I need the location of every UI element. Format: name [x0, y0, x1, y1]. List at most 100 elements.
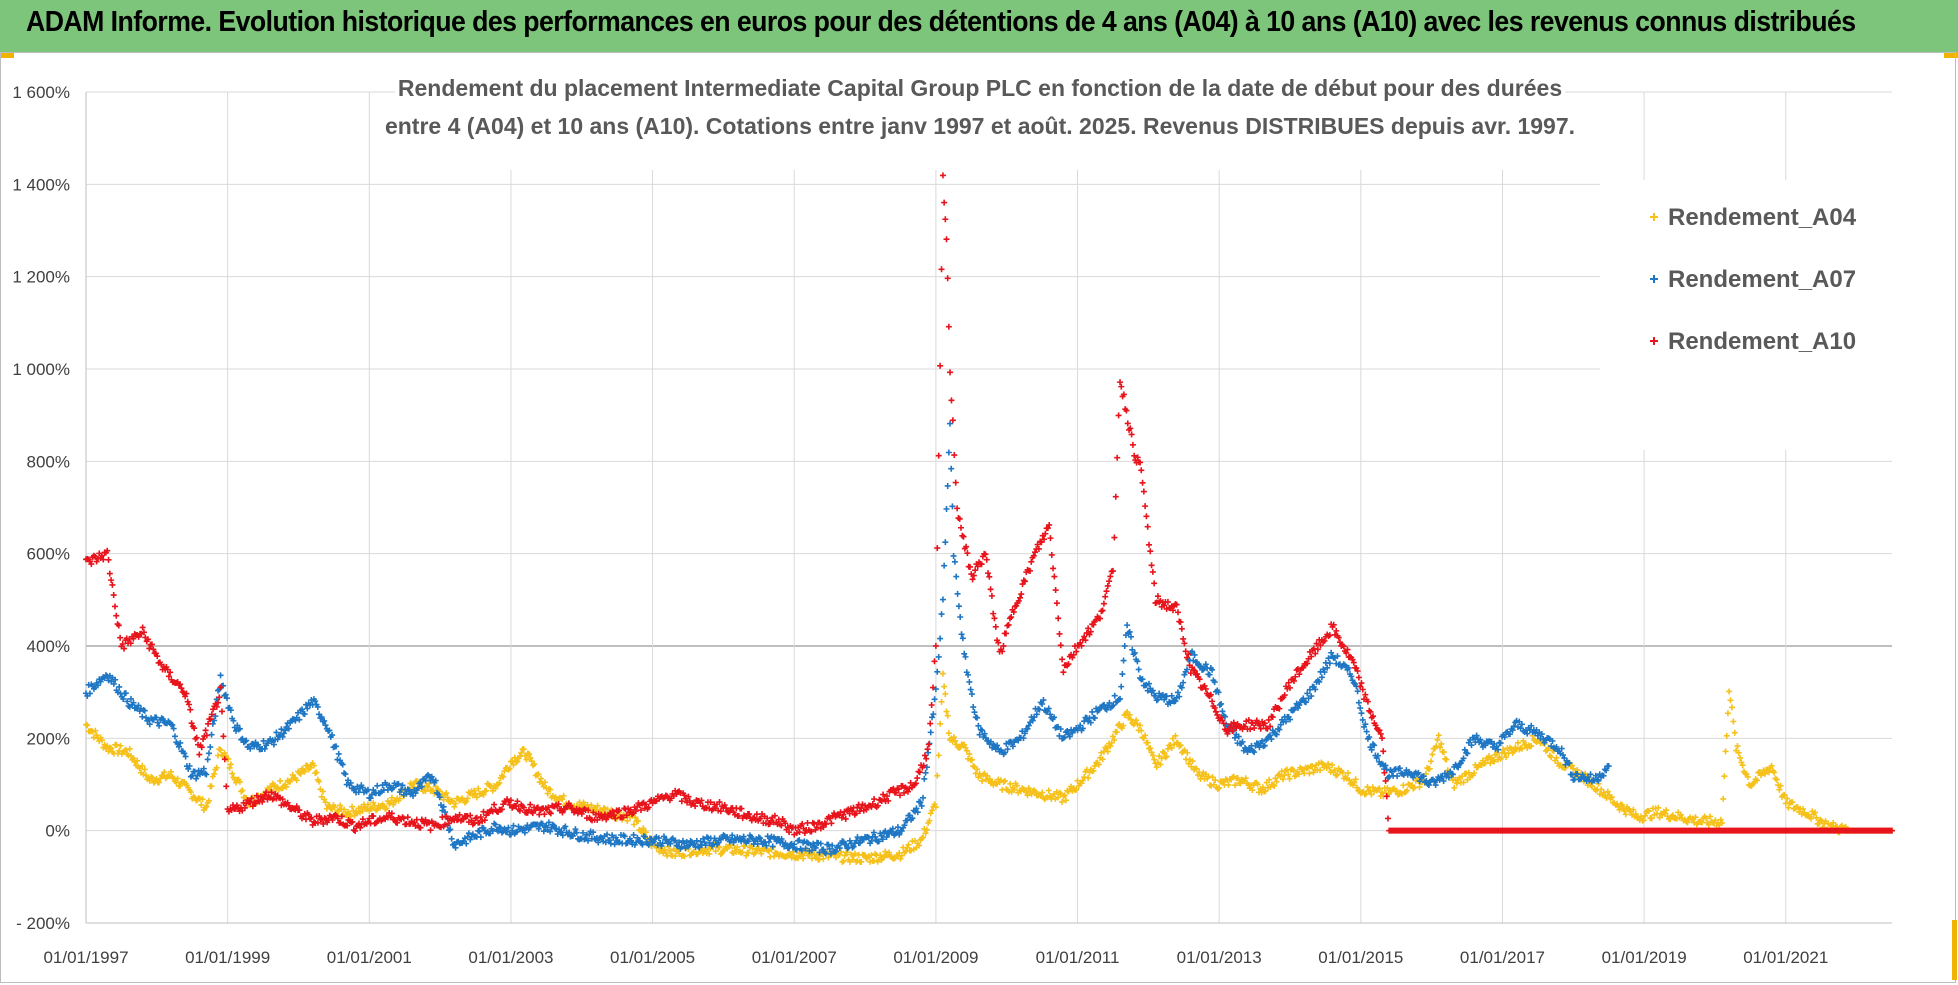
data-point	[268, 789, 275, 796]
data-point	[1111, 692, 1118, 699]
data-point	[120, 695, 127, 702]
data-point	[958, 631, 965, 638]
data-point	[1677, 811, 1684, 818]
data-point	[1366, 707, 1373, 714]
data-point	[1503, 754, 1510, 761]
data-point	[1374, 752, 1381, 759]
data-point	[476, 828, 483, 835]
data-point	[1771, 769, 1778, 776]
data-point	[293, 777, 300, 784]
data-point	[1396, 765, 1403, 772]
data-point	[1484, 756, 1491, 763]
data-point	[1368, 791, 1375, 798]
data-point	[838, 848, 845, 855]
data-point	[931, 696, 938, 703]
data-point	[935, 752, 942, 759]
data-point	[221, 756, 228, 763]
data-point	[100, 556, 107, 563]
data-point	[1287, 716, 1293, 723]
data-point	[98, 737, 105, 744]
data-point	[1603, 767, 1610, 774]
data-point	[1104, 582, 1111, 589]
data-point	[953, 573, 960, 580]
data-point	[144, 636, 151, 643]
data-point	[538, 775, 545, 782]
data-point	[796, 837, 803, 844]
data-point	[111, 603, 118, 610]
data-point	[1364, 783, 1371, 790]
data-point	[216, 694, 223, 701]
data-point	[921, 775, 928, 782]
data-point	[432, 783, 439, 790]
data-point	[1509, 727, 1516, 734]
data-point	[1146, 541, 1152, 548]
data-point	[1663, 807, 1670, 814]
data-point	[937, 362, 944, 369]
data-point	[1488, 754, 1495, 761]
data-point	[467, 812, 474, 819]
data-point	[1784, 795, 1791, 802]
data-point	[976, 731, 983, 738]
data-point	[966, 751, 973, 758]
data-point	[559, 832, 566, 839]
corner-mark-right	[1944, 52, 1958, 58]
data-point	[1268, 736, 1275, 743]
data-point	[939, 596, 946, 603]
y-tick-label: 200%	[27, 729, 70, 748]
data-point	[566, 829, 573, 836]
data-point	[1095, 761, 1102, 768]
data-point	[1300, 695, 1307, 702]
data-point	[922, 830, 929, 837]
data-point	[1325, 760, 1332, 767]
data-point	[547, 810, 554, 817]
data-point	[428, 773, 435, 780]
data-point	[1259, 738, 1266, 745]
data-point	[135, 702, 142, 709]
data-point	[1118, 383, 1125, 390]
data-point	[208, 711, 215, 718]
data-point	[241, 804, 248, 811]
data-point	[1118, 683, 1125, 690]
data-point	[427, 827, 434, 834]
y-tick-label: 1 600%	[12, 83, 70, 102]
data-point	[471, 787, 478, 794]
data-point	[527, 801, 534, 808]
data-point	[1180, 635, 1187, 642]
data-point	[956, 515, 963, 522]
data-point	[1566, 759, 1573, 766]
data-point	[513, 803, 520, 810]
data-point	[849, 856, 856, 863]
data-point	[1811, 809, 1818, 816]
data-point	[1066, 733, 1073, 740]
data-point	[701, 839, 708, 846]
data-point	[149, 774, 156, 781]
data-point	[220, 733, 227, 740]
data-point	[829, 842, 836, 849]
data-point	[193, 734, 200, 741]
data-point	[205, 720, 212, 727]
data-point	[1455, 764, 1462, 771]
data-point	[1102, 593, 1109, 600]
data-point	[388, 810, 395, 817]
data-point	[1443, 756, 1450, 763]
data-point	[672, 853, 679, 860]
data-point	[1355, 699, 1362, 706]
data-point	[146, 721, 153, 728]
data-point	[544, 790, 551, 797]
data-point	[308, 814, 315, 821]
data-point	[226, 764, 233, 771]
data-point	[1197, 663, 1204, 670]
data-point	[1130, 651, 1137, 658]
data-point	[322, 799, 329, 806]
data-point	[562, 823, 569, 830]
data-point	[969, 576, 976, 583]
data-point	[177, 681, 184, 688]
data-point	[1060, 669, 1067, 676]
data-point	[612, 834, 619, 841]
data-point	[1339, 769, 1346, 776]
data-point	[359, 808, 366, 815]
data-point	[962, 653, 969, 660]
data-point	[464, 795, 471, 802]
data-point	[1331, 767, 1338, 774]
data-point	[1461, 746, 1468, 753]
